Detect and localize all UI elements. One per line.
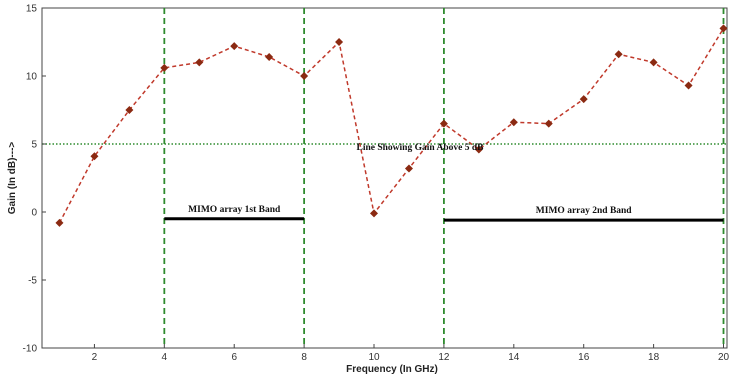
y-axis-title: Gain (In dB)---> xyxy=(7,142,18,215)
y-tick-label: 15 xyxy=(26,4,38,15)
data-point-marker xyxy=(649,58,658,67)
data-point-marker xyxy=(160,63,169,72)
data-point-marker xyxy=(125,106,134,114)
y-tick-label: 5 xyxy=(31,140,37,151)
data-point-marker xyxy=(614,50,623,59)
data-point-marker xyxy=(195,58,204,67)
data-point-marker xyxy=(90,152,99,161)
band-label: MIMO array 2nd Band xyxy=(536,206,633,216)
x-tick-label: 10 xyxy=(368,352,380,363)
x-tick-label: 6 xyxy=(231,352,237,363)
data-point-marker xyxy=(439,119,448,128)
x-tick-label: 12 xyxy=(438,352,450,363)
data-point-marker xyxy=(335,38,344,46)
y-tick-label: -5 xyxy=(28,276,37,287)
data-point-marker xyxy=(474,145,483,154)
y-tick-label: 10 xyxy=(26,72,38,83)
data-point-marker xyxy=(404,164,413,173)
reference-line-label: Line Showing Gain Above 5 dB xyxy=(357,143,485,153)
data-point-marker xyxy=(509,118,518,127)
x-tick-label: 14 xyxy=(508,352,520,363)
x-axis-title: Frequency (In GHz) xyxy=(346,364,438,375)
data-point-marker xyxy=(300,72,309,80)
x-tick-label: 4 xyxy=(162,352,168,363)
data-point-marker xyxy=(265,52,274,61)
series-line xyxy=(58,28,725,224)
data-point-marker xyxy=(579,95,588,104)
plot-area xyxy=(41,7,728,349)
data-point-marker xyxy=(719,24,728,33)
y-tick-label: -10 xyxy=(23,344,38,355)
x-tick-label: 18 xyxy=(648,352,660,363)
band-label: MIMO array 1st Band xyxy=(188,205,281,215)
x-tick-label: 16 xyxy=(578,352,590,363)
x-tick-label: 20 xyxy=(718,352,730,363)
data-point-marker xyxy=(230,42,239,51)
data-point-marker xyxy=(684,81,693,90)
y-tick-label: 0 xyxy=(31,208,37,219)
data-point-marker xyxy=(55,218,64,227)
x-tick-label: 2 xyxy=(92,352,98,363)
x-tick-label: 8 xyxy=(301,352,307,363)
data-point-marker xyxy=(544,119,553,128)
data-point-marker xyxy=(370,209,379,218)
